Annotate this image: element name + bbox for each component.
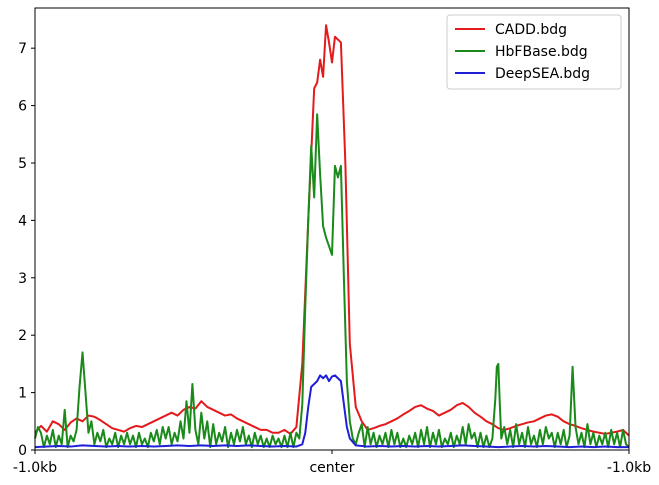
- y-tick-label-5: 5: [18, 156, 27, 172]
- x-tick-label-0: -1.0kb: [13, 460, 57, 476]
- series-line-0: [34, 24, 630, 437]
- legend-box: [446, 14, 622, 90]
- y-tick-label-4: 4: [18, 213, 27, 229]
- y-tick-label-1: 1: [18, 386, 27, 402]
- y-tick-label-6: 6: [18, 99, 27, 115]
- axis-layer: 0 1 2 3 4 5 6 7 -1.0kb center -1.0kb: [13, 41, 651, 476]
- legend-label-1: HbFBase.bdg: [495, 44, 588, 60]
- legend-label-0: CADD.bdg: [495, 22, 567, 38]
- legend-label-2: DeepSEA.bdg: [495, 66, 590, 82]
- y-tick-label-2: 2: [18, 328, 27, 344]
- series-line-2: [34, 374, 629, 449]
- series-line-1: [34, 113, 630, 449]
- y-tick-label-0: 0: [18, 443, 27, 459]
- series-layer: [34, 24, 630, 449]
- x-tick-label-2: -1.0kb: [607, 460, 651, 476]
- x-tick-label-1: center: [309, 460, 354, 476]
- legend: CADD.bdg HbFBase.bdg DeepSEA.bdg: [446, 14, 622, 90]
- y-tick-label-7: 7: [18, 41, 27, 57]
- y-tick-label-3: 3: [18, 271, 27, 287]
